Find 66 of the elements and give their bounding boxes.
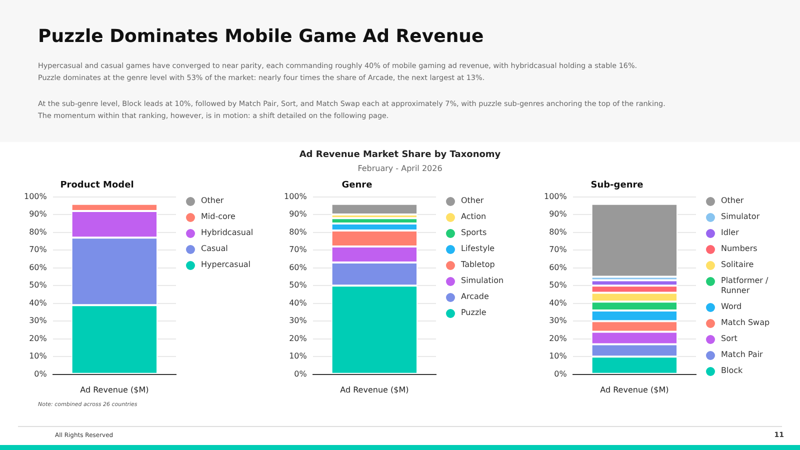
legend-label: Tabletop — [461, 260, 495, 270]
legend-label: Mid-core — [201, 212, 236, 222]
legend-label: Other — [461, 196, 484, 206]
y-tick-label: 10% — [289, 352, 308, 361]
legend-label: Other — [201, 196, 224, 206]
y-tick-label: 70% — [29, 245, 48, 254]
y-tick-label: 60% — [29, 262, 48, 272]
y-tick-label: 40% — [29, 298, 48, 308]
y-tick-label: 80% — [549, 227, 568, 236]
y-tick-label: 10% — [29, 352, 48, 361]
legend-label: Puzzle — [461, 308, 486, 318]
chart-title: Genre — [342, 180, 372, 191]
y-tick-label: 80% — [289, 227, 308, 236]
legend-label: Sports — [461, 228, 487, 238]
legend-label: Action — [461, 212, 486, 222]
legend-label: Match Pair — [721, 350, 763, 360]
legend-label: Match Swap — [721, 318, 770, 328]
legend-label: Word — [721, 302, 742, 312]
y-tick-label: 100% — [24, 192, 48, 201]
y-tick-label: 20% — [29, 334, 48, 343]
y-tick-label: 50% — [289, 280, 308, 290]
y-tick-label: 0% — [294, 369, 308, 378]
y-tick-label: 50% — [549, 280, 568, 290]
text: February - April 2026 — [356, 164, 444, 173]
legend-label: Casual — [201, 244, 228, 254]
y-tick-label: 20% — [289, 334, 308, 343]
y-tick-label: 90% — [289, 210, 308, 219]
legend-label: Other — [721, 196, 744, 206]
legend-label: Idler — [721, 228, 739, 238]
y-tick-label: 10% — [549, 352, 568, 361]
chart-title: Sub-genre — [590, 180, 644, 191]
legend-label: Numbers — [721, 244, 758, 254]
y-tick-label: 30% — [289, 316, 308, 326]
y-tick-label: 50% — [29, 280, 48, 290]
legend-label: Platformer / Runner — [721, 276, 770, 296]
y-tick-label: 90% — [549, 210, 568, 219]
y-tick-label: 60% — [549, 262, 568, 272]
text: Ad Revenue Market Share by Taxonomy — [298, 150, 502, 160]
y-tick-label: 80% — [29, 227, 48, 236]
y-tick-label: 40% — [549, 298, 568, 308]
legend-label: Lifestyle — [461, 244, 495, 254]
y-tick-label: 30% — [29, 316, 48, 326]
y-tick-label: 100% — [284, 192, 308, 201]
y-tick-label: 0% — [554, 369, 568, 378]
legend-label: Hypercasual — [201, 260, 251, 270]
y-tick-label: 40% — [289, 298, 308, 308]
text: Puzzle Dominates Mobile Game Ad Revenue — [38, 26, 484, 47]
legend-label: Arcade — [461, 292, 489, 302]
y-tick-label: 60% — [289, 262, 308, 272]
legend-label: Simulation — [461, 276, 504, 286]
chart-title: Product Model — [60, 180, 134, 191]
y-tick-label: 100% — [544, 192, 568, 201]
y-tick-label: 30% — [549, 316, 568, 326]
x-tick-label: Ad Revenue ($M) — [340, 385, 409, 394]
legend-label: Hybridcasual — [201, 228, 254, 238]
legend-label: Solitaire — [721, 260, 754, 270]
y-tick-label: 70% — [549, 245, 568, 254]
legend-label: Simulator — [721, 212, 760, 222]
legend-label: Sort — [721, 334, 738, 344]
x-tick-label: Ad Revenue ($M) — [80, 385, 149, 394]
legend-label: Block — [721, 366, 743, 376]
y-tick-label: 90% — [29, 210, 48, 219]
y-tick-label: 0% — [34, 369, 48, 378]
x-tick-label: Ad Revenue ($M) — [600, 385, 669, 394]
y-tick-label: 70% — [289, 245, 308, 254]
y-tick-label: 20% — [549, 334, 568, 343]
